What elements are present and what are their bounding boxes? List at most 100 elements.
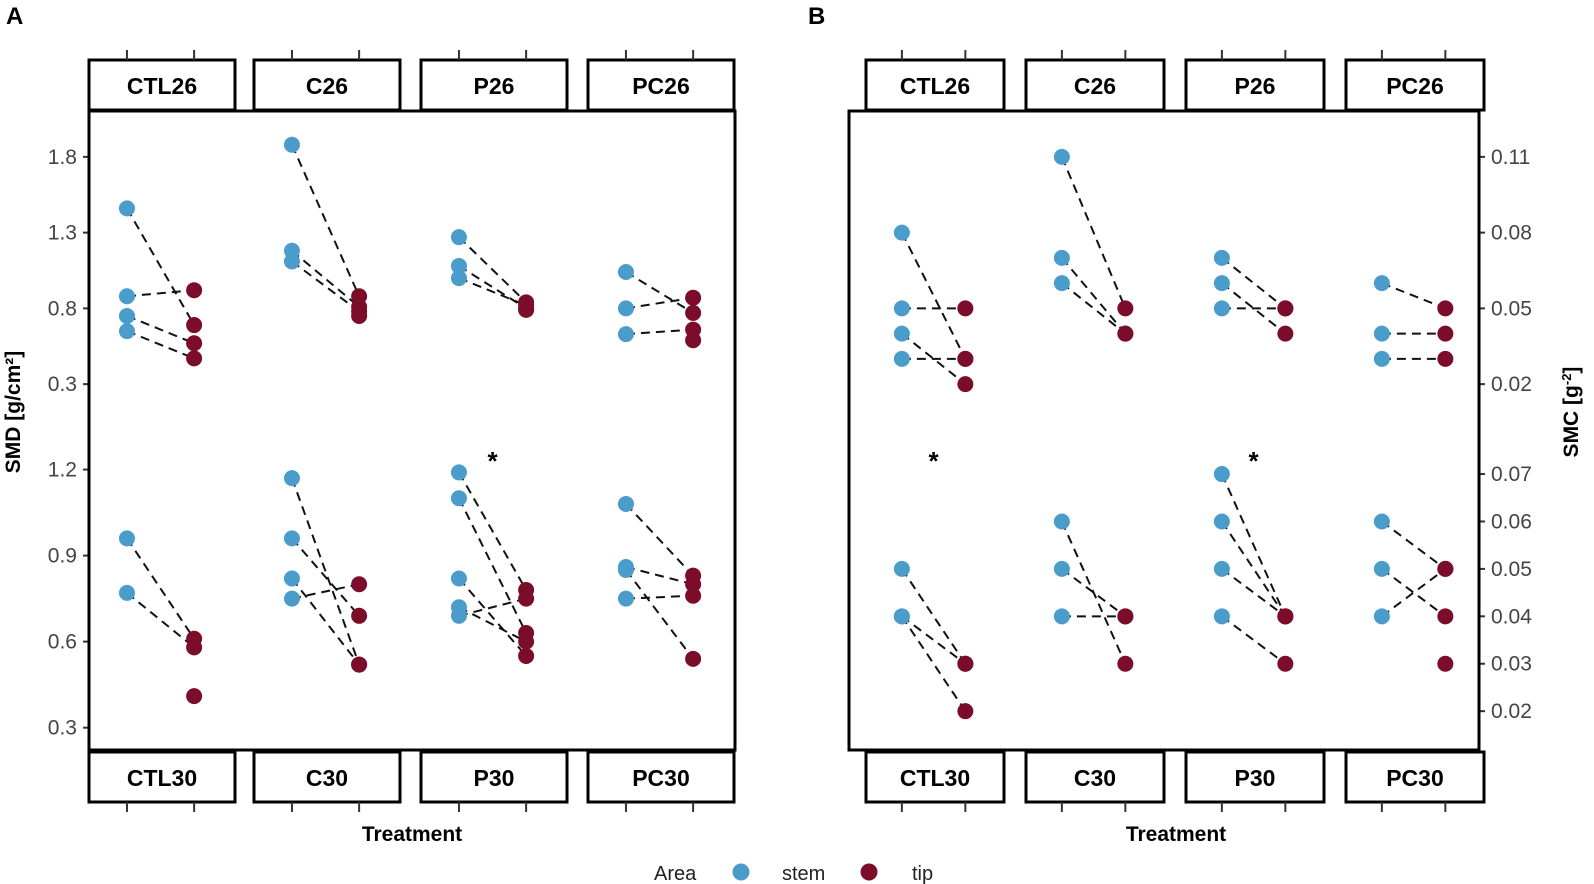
tip-point	[1437, 325, 1454, 342]
pair-line	[625, 296, 694, 310]
stem-point	[118, 288, 135, 305]
tip-point	[1277, 655, 1294, 672]
pair-line	[901, 332, 966, 385]
tip-point	[1117, 655, 1134, 672]
stem-point	[617, 590, 634, 607]
pair-line	[458, 497, 528, 634]
facet-strip-label: P30	[474, 765, 515, 791]
facet-strip	[864, 750, 1006, 804]
pair-line	[126, 537, 195, 640]
facet-strip	[586, 58, 736, 112]
stem-point	[617, 264, 634, 281]
pair-line	[291, 583, 360, 600]
pair-line	[625, 566, 694, 586]
pair-line	[900, 232, 967, 360]
pair-line	[1221, 568, 1286, 618]
stem-point	[450, 570, 467, 587]
tip-point	[1277, 325, 1294, 342]
significance-star: *	[929, 446, 940, 476]
y-tick-label: 0.02	[1491, 700, 1532, 723]
tip-point	[1117, 608, 1134, 625]
tip-point	[685, 332, 702, 349]
pair-line	[625, 328, 694, 336]
pair-line	[458, 606, 527, 643]
y-tick-label: 0.8	[48, 297, 77, 320]
pair-line	[901, 615, 966, 665]
y-tick-label: 1.3	[48, 222, 77, 245]
stem-point	[1373, 560, 1390, 577]
facet-strip	[586, 750, 736, 804]
pair-line	[126, 592, 195, 649]
stem-point	[1373, 275, 1390, 292]
facet-strip-label: CTL26	[900, 73, 970, 99]
stem-point	[283, 570, 300, 587]
pair-line	[291, 144, 361, 297]
stem-point	[1213, 513, 1230, 530]
tip-point	[685, 576, 702, 593]
facet-strip-label: C26	[306, 73, 348, 99]
tip-point	[685, 304, 702, 321]
y-axis-title-a: SMD [g/cm²]	[2, 351, 25, 474]
stem-point	[893, 300, 910, 317]
facet-strip-label: CTL26	[127, 73, 197, 99]
facet-strip-label: C30	[306, 765, 348, 791]
stem-point	[1213, 275, 1230, 292]
y-tick-label: 0.02	[1491, 373, 1532, 396]
legend-tip-label: tip	[912, 863, 933, 884]
stem-point	[1373, 350, 1390, 367]
stem-point	[450, 270, 467, 287]
legend-tip-key	[860, 863, 878, 881]
stem-point	[1213, 608, 1230, 625]
facet-strip-label: PC26	[1386, 73, 1444, 99]
pair-line	[1061, 257, 1127, 335]
facet-strip	[419, 58, 569, 112]
pair-line	[1061, 568, 1126, 618]
pair-line	[126, 207, 195, 326]
tip-point	[957, 300, 974, 317]
facet-strip	[87, 750, 237, 804]
tip-point	[685, 289, 702, 306]
facet-strip	[864, 58, 1006, 112]
pair-line	[126, 289, 195, 298]
significance-star: *	[487, 446, 498, 476]
y-tick-label: 1.8	[48, 146, 77, 169]
tip-point	[186, 282, 203, 299]
tip-point	[351, 307, 368, 324]
pair-line	[458, 597, 527, 617]
stem-point	[450, 490, 467, 507]
panel-frame	[847, 109, 1481, 752]
panel-letter-b: B	[808, 3, 825, 30]
tip-point	[685, 650, 702, 667]
stem-point	[450, 229, 467, 246]
stem-point	[1053, 249, 1070, 266]
stem-point	[1053, 148, 1070, 165]
panel-b: 0.11 0.08 0.05 0.02 CTL26 C26 P26 PC26 0.07 0.06 0…	[847, 50, 1532, 812]
y-tick-label: 0.6	[48, 631, 77, 654]
facet-strip-label: C26	[1074, 73, 1116, 99]
pair-line	[1221, 282, 1286, 335]
facet-strip-label: P26	[474, 73, 515, 99]
tip-point	[351, 607, 368, 624]
facet-strip	[87, 58, 237, 112]
pair-line	[625, 503, 694, 577]
tip-point	[351, 656, 368, 673]
y-tick-label: 0.3	[48, 717, 77, 740]
stem-point	[1213, 560, 1230, 577]
stem-point	[283, 136, 300, 153]
facet-strip	[1184, 750, 1326, 804]
facet-strip-label: P26	[1235, 73, 1276, 99]
stem-point	[1053, 560, 1070, 577]
stem-point	[118, 323, 135, 340]
tip-point	[1437, 300, 1454, 317]
tip-point	[518, 647, 535, 664]
stem-point	[450, 607, 467, 624]
x-axis-title-a: Treatment	[362, 823, 462, 846]
pair-line	[458, 577, 527, 657]
tip-point	[351, 576, 368, 593]
pair-line	[1221, 615, 1286, 665]
stem-point	[1213, 249, 1230, 266]
pair-line	[458, 277, 527, 307]
y-tick-label: 0.05	[1491, 297, 1532, 320]
tip-point	[1277, 608, 1294, 625]
facet-strip-label: PC30	[632, 765, 690, 791]
